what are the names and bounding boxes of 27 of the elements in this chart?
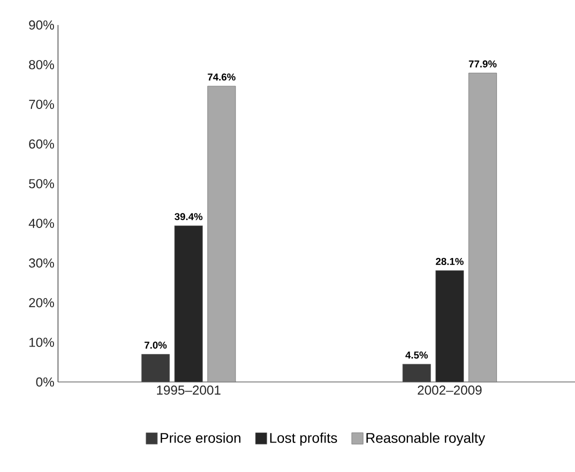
- legend-label: Reasonable royalty: [366, 432, 486, 446]
- data-label: 39.4%: [174, 213, 202, 220]
- bar: [468, 72, 497, 382]
- legend-label: Price erosion: [160, 432, 240, 443]
- y-tick-label: 40%: [28, 218, 54, 228]
- y-tick-label: 30%: [28, 258, 54, 268]
- y-tick-label: 0%: [36, 377, 54, 387]
- y-tick-label: 60%: [29, 139, 54, 149]
- bar: [174, 226, 203, 382]
- data-label: 77.9%: [468, 60, 497, 68]
- bar: [141, 354, 170, 382]
- y-tick-label: 90%: [29, 20, 54, 30]
- data-label: 28.1%: [436, 258, 464, 266]
- x-tick-label: 2002–2009: [418, 386, 482, 395]
- data-label: 4.5%: [405, 352, 428, 359]
- data-label: 74.6%: [208, 73, 236, 81]
- legend-label: Lost profits: [270, 432, 338, 446]
- data-label: 7.0%: [144, 342, 167, 349]
- y-tick-label: 80%: [29, 60, 54, 70]
- bar: [207, 86, 236, 382]
- y-tick-label: 70%: [29, 100, 54, 109]
- x-tick-label: 1995–2001: [157, 386, 220, 395]
- bar: [435, 270, 464, 382]
- bar: [402, 364, 431, 382]
- y-tick-label: 50%: [28, 179, 54, 188]
- y-tick-label: 20%: [29, 298, 54, 308]
- y-tick-label: 10%: [29, 338, 54, 347]
